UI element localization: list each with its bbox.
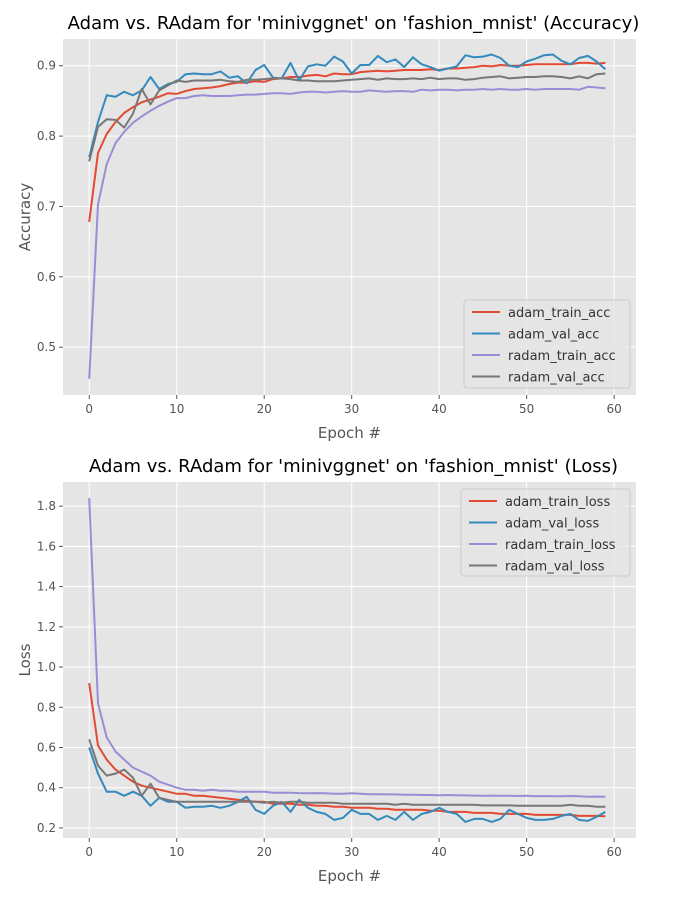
x-axis-label: Epoch # bbox=[318, 867, 381, 885]
legend-label: adam_val_acc bbox=[508, 328, 599, 343]
legend-label: adam_val_loss bbox=[505, 517, 599, 532]
series-line-radam-train-acc bbox=[88, 85, 606, 379]
legend-label: radam_train_loss bbox=[505, 538, 616, 553]
chart-loss: 0 10 20 30 40 50 60 0.2 0.4 0.6 0.8 1.0 1.2 1.4 1.6 1.8… bbox=[16, 456, 636, 885]
y-tick-label: 0.6 bbox=[37, 740, 56, 754]
y-axis-label: Loss bbox=[16, 643, 34, 676]
y-tick-label: 0.4 bbox=[37, 781, 56, 795]
x-tick-label: 20 bbox=[257, 402, 272, 416]
x-tick-label: 40 bbox=[432, 402, 447, 416]
legend-box bbox=[463, 299, 631, 389]
x-tick-label: 30 bbox=[344, 402, 359, 416]
x-tick-label: 60 bbox=[606, 845, 621, 859]
y-axis-label: Accuracy bbox=[16, 183, 34, 252]
y-tick-label: 1.6 bbox=[37, 539, 56, 553]
y-tick-label: 0.5 bbox=[37, 340, 56, 354]
series-line-radam-val-loss bbox=[88, 739, 606, 808]
x-tick-label: 0 bbox=[85, 402, 93, 416]
y-tick-label: 1.0 bbox=[37, 660, 56, 674]
x-tick-label: 0 bbox=[85, 845, 93, 859]
x-tick-label: 30 bbox=[344, 845, 359, 859]
legend-label: radam_train_acc bbox=[508, 349, 616, 364]
legend-label: adam_train_acc bbox=[508, 306, 610, 321]
x-tick-label: 20 bbox=[257, 845, 272, 859]
legend-label: radam_val_acc bbox=[508, 371, 605, 386]
y-tick-label: 1.2 bbox=[37, 620, 56, 634]
y-tick-label: 0.8 bbox=[37, 129, 56, 143]
chart-accuracy: 0 10 20 30 40 50 60 0.5 0.6 0.7 0.8 0.9 Adam vs. RAd… bbox=[16, 13, 639, 442]
y-tick-label: 0.6 bbox=[37, 270, 56, 284]
x-axis-label: Epoch # bbox=[318, 424, 381, 442]
series-line-radam-train-loss bbox=[88, 498, 606, 798]
chart-title: Adam vs. RAdam for 'minivggnet' on 'fash… bbox=[68, 13, 640, 34]
legend-label: adam_train_loss bbox=[505, 495, 610, 510]
x-tick-label: 10 bbox=[169, 402, 184, 416]
legend-label: radam_val_loss bbox=[505, 560, 605, 575]
chart-title: Adam vs. RAdam for 'minivggnet' on 'fash… bbox=[89, 456, 618, 477]
y-tick-label: 1.8 bbox=[37, 499, 56, 513]
y-tick-label: 0.2 bbox=[37, 821, 56, 835]
x-tick-label: 60 bbox=[606, 402, 621, 416]
legend: adam_train_acc adam_val_acc radam_train_ac… bbox=[463, 299, 631, 389]
x-tick-label: 50 bbox=[519, 845, 534, 859]
y-tick-label: 0.7 bbox=[37, 199, 56, 213]
y-tick-label: 1.4 bbox=[37, 580, 56, 594]
legend: adam_train_loss adam_val_loss radam_train_… bbox=[460, 488, 631, 577]
x-tick-label: 10 bbox=[169, 845, 184, 859]
legend-box bbox=[460, 488, 631, 577]
series-line-radam-val-acc bbox=[88, 72, 606, 162]
x-tick-label: 40 bbox=[432, 845, 447, 859]
y-tick-label: 0.9 bbox=[37, 59, 56, 73]
y-tick-label: 0.8 bbox=[37, 700, 56, 714]
x-tick-label: 50 bbox=[519, 402, 534, 416]
